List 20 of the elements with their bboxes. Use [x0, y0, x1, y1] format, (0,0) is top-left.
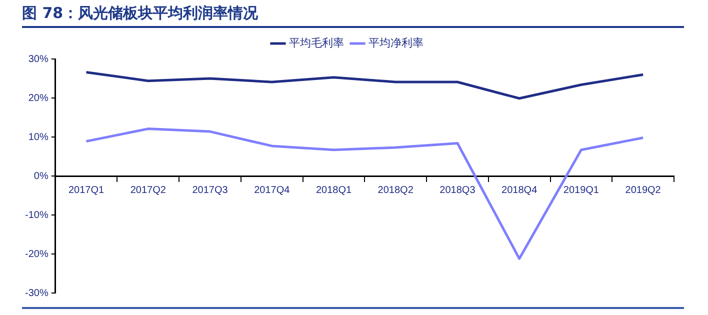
x-tick-label: 2019Q1	[563, 184, 600, 196]
chart-title: 图 78：风光储板块平均利润率情况	[22, 4, 684, 28]
y-tick-label: 20%	[28, 92, 48, 104]
legend-label: 平均净利率	[368, 36, 424, 50]
x-tick-label: 2018Q3	[440, 184, 476, 196]
x-tick-label: 2018Q2	[378, 184, 414, 196]
x-tick-label: 2018Q4	[502, 184, 538, 196]
x-tick-label: 2017Q4	[254, 184, 290, 196]
legend-label: 平均毛利率	[289, 36, 344, 50]
x-tick-label: 2017Q3	[192, 184, 228, 196]
x-tick-label: 2018Q1	[316, 184, 352, 196]
y-tick-label: -20%	[24, 248, 48, 260]
x-tick-label: 2017Q2	[130, 184, 166, 196]
y-tick-label: 30%	[28, 54, 48, 65]
y-tick-label: -10%	[24, 210, 48, 221]
x-tick-label: 2019Q2	[625, 184, 662, 196]
y-tick-label: 10%	[28, 132, 48, 143]
x-tick-label: 2017Q1	[68, 184, 105, 196]
y-tick-label: -30%	[24, 288, 48, 299]
y-tick-label: 0%	[34, 170, 48, 182]
